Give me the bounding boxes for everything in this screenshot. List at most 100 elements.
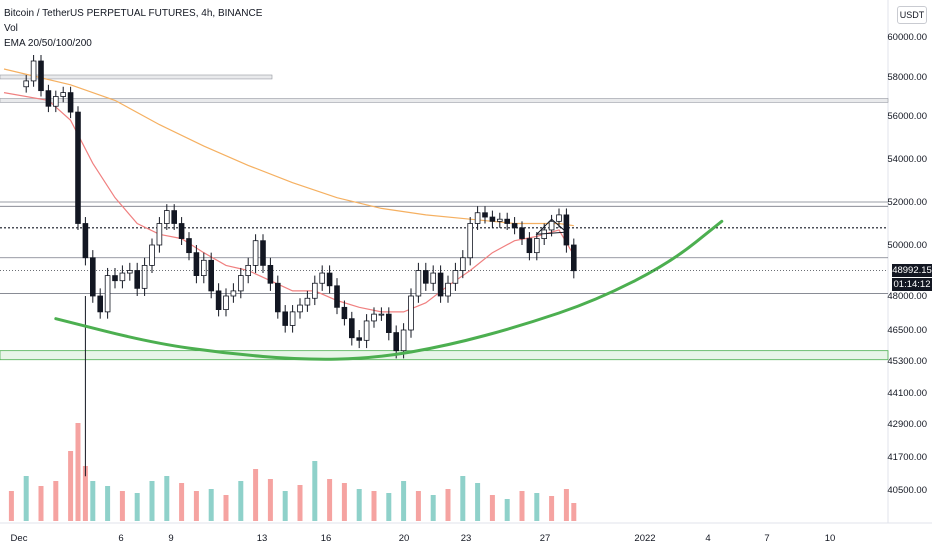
candle-body	[430, 272, 436, 284]
ema-indicator-label[interactable]: EMA 20/50/100/200	[4, 38, 92, 49]
y-tick-label: 48000.00	[887, 291, 927, 302]
volume-bar	[549, 496, 555, 521]
volume-bar	[327, 479, 333, 521]
volume-bar	[53, 481, 59, 521]
volume-bar	[134, 493, 140, 521]
candle-body	[556, 214, 562, 222]
volume-bar	[68, 451, 74, 521]
candle-body	[30, 60, 37, 82]
y-tick-label: 40500.00	[887, 485, 927, 496]
volume-bar	[75, 423, 81, 521]
x-tick-label: 6	[118, 533, 123, 544]
candle-body	[193, 252, 200, 276]
volume-bar	[534, 493, 540, 521]
volume-bar	[208, 489, 214, 521]
candle-body	[348, 318, 355, 339]
candle-body	[548, 220, 555, 231]
x-tick-label: 10	[825, 533, 836, 544]
candle-body	[237, 275, 244, 292]
candle-body	[482, 212, 488, 218]
x-tick-label: 9	[168, 533, 173, 544]
cup-pattern-curve	[54, 219, 724, 361]
volume-bar	[8, 491, 14, 521]
candle-body	[341, 306, 348, 320]
candle-body	[141, 264, 148, 289]
candle-body	[149, 244, 155, 266]
x-tick-label: 13	[257, 533, 268, 544]
candle-body	[38, 60, 44, 92]
candle-body	[289, 311, 296, 326]
candle-body	[334, 285, 340, 308]
candle-body	[496, 218, 503, 222]
y-tick-label: 42900.00	[887, 419, 927, 430]
volume-bar	[82, 466, 88, 521]
volume-indicator-label[interactable]: Vol	[4, 23, 18, 34]
support-zone	[0, 350, 889, 361]
last-price-label: 48992.15	[892, 264, 932, 277]
volume-bar	[90, 481, 96, 521]
candle-body	[208, 259, 215, 292]
volume-bar	[489, 495, 495, 521]
volume-bar	[38, 486, 44, 521]
volume-bar	[356, 489, 362, 521]
volume-bar	[119, 491, 125, 521]
candle-body	[267, 264, 274, 284]
candle-body	[297, 304, 303, 313]
volume-bar	[415, 491, 421, 521]
x-tick-label: 4	[705, 533, 710, 544]
volume-bar	[460, 476, 466, 521]
candle-body	[252, 240, 259, 266]
y-tick-label: 50000.00	[887, 240, 927, 251]
x-tick-label: 20	[399, 533, 410, 544]
candle-body	[526, 238, 533, 254]
candle-body	[104, 275, 111, 313]
candle-body	[489, 216, 496, 222]
candle-body	[437, 272, 444, 297]
y-tick-label: 56000.00	[887, 111, 927, 122]
x-tick-label: Dec	[11, 533, 28, 544]
ema-short-line	[3, 92, 575, 313]
candle-body	[282, 311, 288, 326]
resistance-zone	[0, 74, 273, 80]
candle-body	[45, 90, 52, 107]
y-tick-label: 44100.00	[887, 388, 927, 399]
y-tick-label: 45300.00	[887, 356, 927, 367]
volume-bar	[475, 483, 481, 521]
volume-bar	[193, 491, 199, 521]
y-tick-label: 60000.00	[887, 32, 927, 43]
volume-bar	[563, 489, 569, 521]
pennant-pattern	[535, 218, 568, 235]
currency-unit-button[interactable]: USDT	[897, 6, 927, 24]
bar-countdown-label: 01:14:12	[892, 278, 932, 291]
candle-body	[393, 332, 399, 352]
candle-body	[53, 96, 59, 107]
volume-bar	[297, 485, 303, 521]
candle-body	[75, 111, 81, 224]
candle-body	[511, 223, 518, 229]
candle-body	[519, 227, 525, 239]
volume-bar	[386, 493, 392, 521]
candle-body	[378, 313, 385, 316]
candle-body	[408, 295, 414, 331]
y-tick-label: 58000.00	[887, 72, 927, 83]
candle-body	[422, 270, 429, 284]
candle-body	[260, 240, 266, 266]
y-tick-label: 41700.00	[887, 452, 927, 463]
candle-body	[319, 272, 325, 284]
symbol-title: Bitcoin / TetherUS PERPETUAL FUTURES, 4h…	[4, 8, 263, 19]
candle-body	[474, 212, 481, 224]
candle-body	[274, 282, 281, 313]
volume-bar	[282, 491, 288, 521]
candle-body	[230, 290, 237, 297]
candle-body	[504, 218, 510, 224]
volume-bar	[164, 476, 170, 521]
volume-bar	[401, 481, 407, 521]
candle-body	[445, 282, 451, 297]
candle-body	[326, 272, 333, 287]
candle-body	[60, 92, 66, 97]
candle-body	[363, 320, 370, 341]
candle-body	[171, 210, 178, 224]
candle-body	[82, 223, 89, 259]
candle-body	[112, 275, 118, 282]
